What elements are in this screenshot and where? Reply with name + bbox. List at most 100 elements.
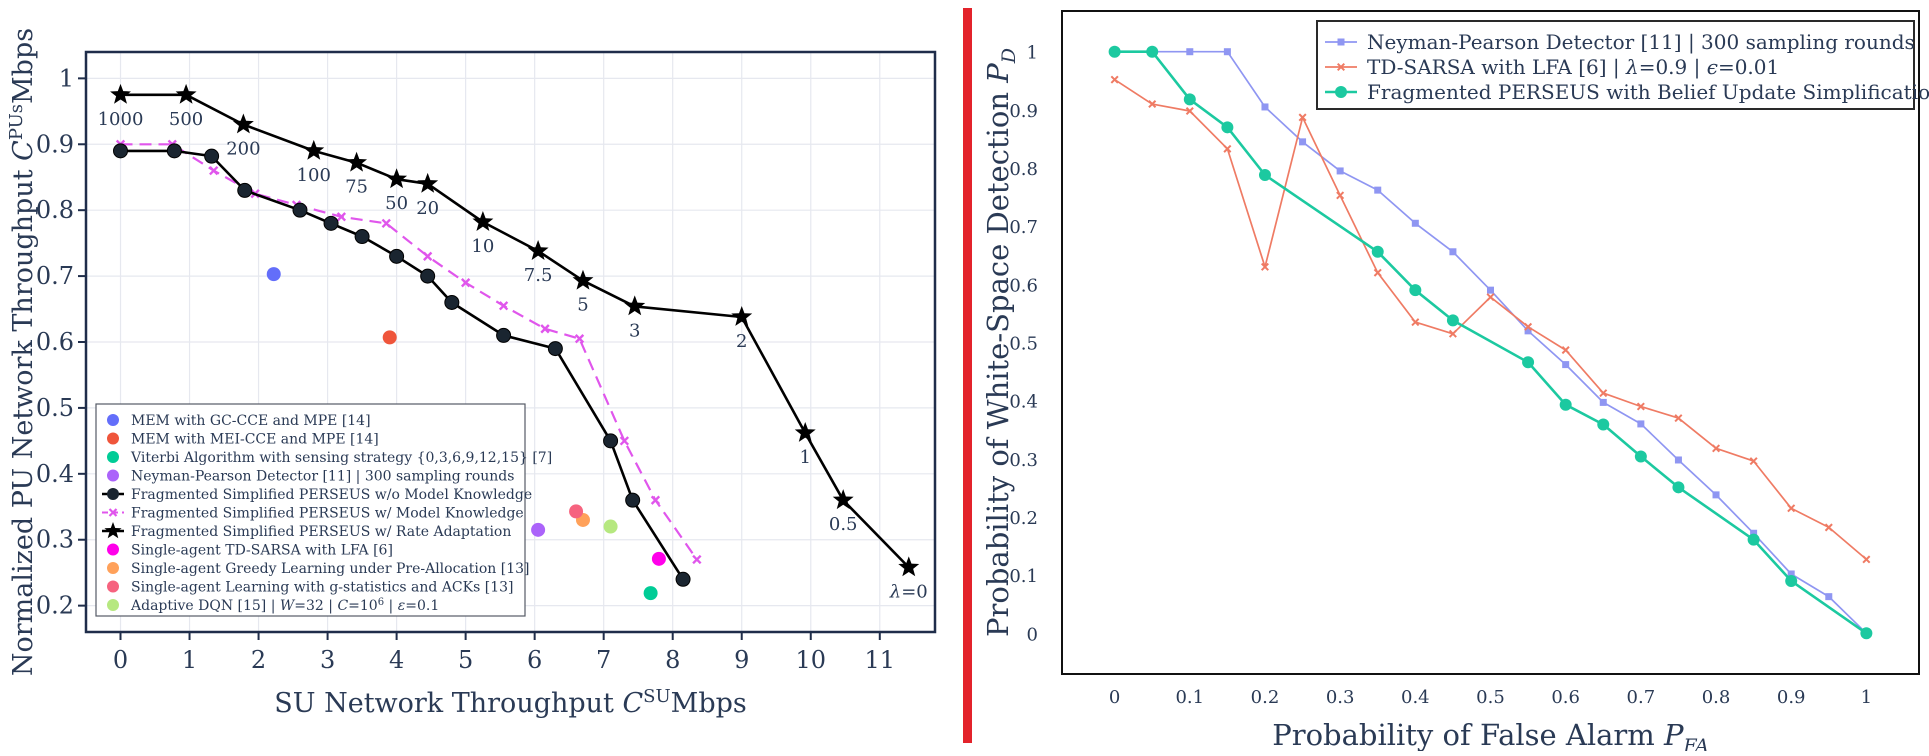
throughput-chart: 0 1 2 3 4 5 6 7 8 9 10 11 0.2 0.3 0.4 0.5 0.6 0.7 0.8 0.9 1 S… — [6, 28, 937, 719]
right-y-tick-label: 0.8 — [1009, 159, 1038, 180]
right-legend-frame — [1316, 20, 1915, 110]
left-series-marker — [460, 278, 471, 288]
left-series-marker — [110, 83, 131, 104]
left-legend-swatch — [107, 432, 119, 445]
left-series-group: 1000 500 200 100 75 50 20 10 7.5 5 3 2 1 0.5 λ=0 — [98, 83, 928, 602]
left-point-label: 0.5 — [829, 514, 858, 535]
right-y-axis-label-symbol: P — [981, 63, 1015, 84]
left-series-marker — [444, 294, 460, 310]
left-x-tick-label: 11 — [865, 646, 896, 674]
right-y-tick-label: 0.4 — [1009, 392, 1038, 413]
right-series-marker — [1712, 491, 1720, 499]
left-series-marker — [175, 83, 197, 104]
left-series-marker — [624, 295, 646, 316]
left-legend-label: Neyman-Pearson Detector [11] | 300 sampl… — [131, 469, 514, 485]
left-legend-swatch — [107, 599, 119, 611]
right-series-marker — [1223, 144, 1232, 153]
right-series-marker — [1559, 398, 1572, 411]
right-series-marker — [1860, 627, 1873, 640]
right-y-tick-label: 0 — [1027, 624, 1038, 645]
left-series-marker — [237, 182, 253, 198]
right-x-axis-label-sub: FA — [1683, 735, 1709, 751]
left-series-marker — [423, 251, 433, 261]
left-legend-swatch — [107, 562, 119, 574]
right-y-axis-label-sub: D — [998, 48, 1020, 64]
left-x-tick-label: 1 — [182, 646, 197, 674]
left-x-axis-label-sup: SU — [643, 686, 671, 707]
left-point-marker — [266, 267, 281, 282]
right-series-marker — [1486, 293, 1495, 302]
right-y-axis-label: Probability of White-Space Detection PD — [981, 48, 1020, 637]
right-legend-label-part: Fragmented PERSEUS with Belief Update Si… — [1367, 80, 1929, 104]
right-series-marker — [1862, 555, 1871, 564]
right-series-marker — [1824, 523, 1833, 532]
left-series-marker — [346, 151, 368, 172]
right-x-axis-label-main: Probability of False Alarm — [1272, 718, 1664, 751]
left-point-marker — [651, 551, 666, 566]
left-series-marker — [650, 495, 661, 505]
right-x-tick-label: 0.3 — [1326, 687, 1355, 708]
left-legend-swatch — [107, 451, 119, 463]
right-y-tick-label: 0.1 — [1009, 566, 1038, 587]
right-series-marker — [1712, 444, 1721, 453]
right-legend-label-part: TD-SARSA with LFA [6] | — [1367, 55, 1626, 80]
left-series-marker — [675, 571, 691, 587]
left-x-axis-label-main: SU Network Throughput — [274, 688, 622, 719]
right-series-marker — [1448, 329, 1457, 338]
right-series-marker — [1298, 113, 1307, 122]
right-series-marker — [1336, 167, 1344, 175]
left-point-marker — [569, 504, 584, 519]
right-legend-label: Neyman-Pearson Detector [11] | 300 sampl… — [1367, 30, 1915, 55]
left-series-marker — [832, 489, 854, 510]
left-series-marker — [794, 421, 816, 442]
left-legend-swatch — [107, 543, 119, 556]
right-series-marker — [1299, 138, 1307, 146]
left-series-marker — [381, 218, 391, 229]
left-x-tick-label: 2 — [251, 646, 266, 674]
right-series-marker — [1599, 389, 1608, 398]
left-legend-label: Fragmented Simplified PERSEUS w/o Model … — [131, 487, 532, 503]
left-legend-label-part: Adaptive DQN [15] | — [130, 598, 280, 614]
right-x-tick-label: 0.2 — [1251, 687, 1280, 708]
left-legend-label: MEM with MEI-CCE and MPE [14] — [131, 432, 379, 448]
right-y-tick-label: 0.5 — [1009, 334, 1038, 355]
left-series-marker — [898, 556, 920, 577]
left-point-label: 7.5 — [524, 265, 553, 286]
right-series-marker — [1524, 322, 1533, 331]
left-point-label: 2 — [736, 331, 747, 352]
left-legend-swatch — [107, 580, 119, 593]
left-legend-label-part: W — [280, 598, 296, 614]
right-series-marker — [1487, 286, 1494, 294]
left-series-marker — [303, 139, 325, 160]
right-series-line — [1114, 50, 1868, 635]
left-legend-label-part: =32 | — [294, 598, 337, 614]
right-series-marker — [1409, 284, 1422, 297]
left-legend-label: Single-agent Learning with g-statistics … — [131, 580, 513, 596]
right-series-marker — [1108, 45, 1121, 58]
right-y-tick-label: 0.9 — [1009, 101, 1038, 122]
left-series-marker — [625, 492, 641, 508]
right-x-tick-label: 0.9 — [1777, 687, 1806, 708]
right-legend: Neyman-Pearson Detector [11] | 300 sampl… — [1316, 20, 1929, 110]
left-point-label: 3 — [629, 320, 640, 341]
left-x-tick-label: 4 — [389, 646, 404, 674]
left-series-marker — [336, 212, 347, 222]
right-y-tick-label: 1 — [1027, 43, 1038, 64]
left-x-tick-label: 3 — [320, 646, 335, 674]
left-x-axis-label: SU Network Throughput CSUMbps — [274, 686, 747, 719]
left-point-label-value: =0 — [901, 581, 928, 602]
right-series-marker — [1371, 245, 1384, 258]
left-series-marker — [323, 215, 339, 231]
left-y-axis-label-unit: Mbps — [8, 28, 39, 104]
right-x-tick-label: 0.1 — [1175, 687, 1204, 708]
left-series-marker — [572, 269, 594, 290]
right-series-marker — [1261, 103, 1269, 111]
left-legend-label: Fragmented Simplified PERSEUS w/ Rate Ad… — [131, 524, 511, 540]
right-series-marker — [1599, 398, 1607, 406]
left-x-tick-label: 7 — [596, 646, 611, 674]
left-legend-label: Fragmented Simplified PERSEUS w/ Model K… — [131, 506, 524, 522]
right-x-axis-label: Probability of False Alarm PFA — [1272, 718, 1709, 751]
right-series-marker — [1674, 456, 1682, 464]
right-legend-label-part: λ — [1625, 55, 1639, 79]
left-series-marker — [166, 143, 182, 159]
